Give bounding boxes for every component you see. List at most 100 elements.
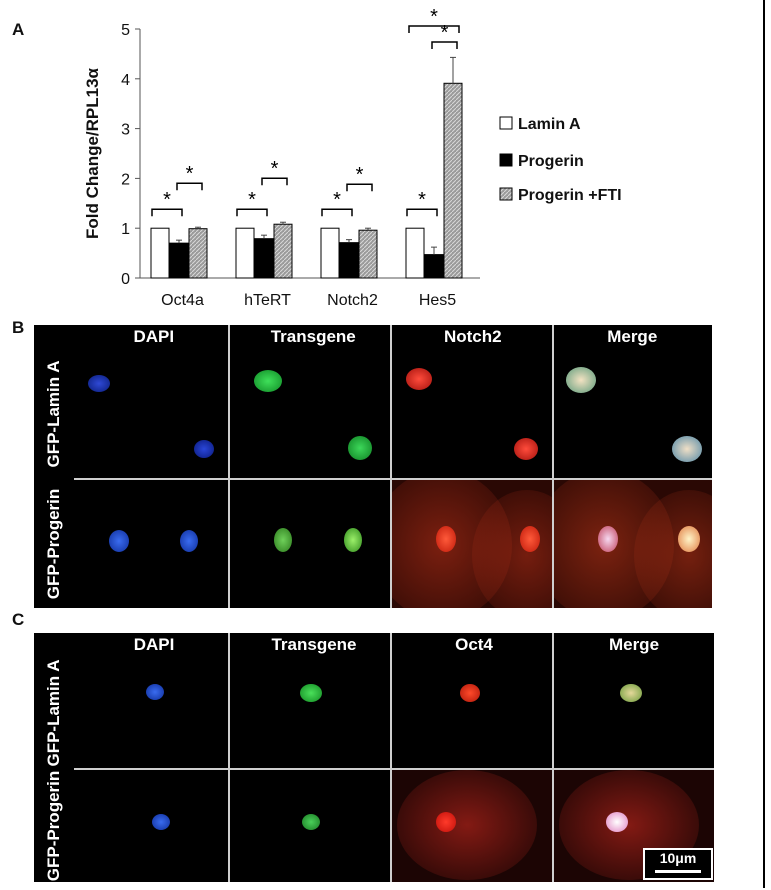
nucleus	[152, 814, 170, 830]
bar	[169, 242, 189, 279]
legend-swatch	[499, 153, 513, 167]
legend-label: Progerin	[518, 153, 584, 170]
significance-bracket	[406, 208, 438, 217]
bar	[405, 227, 425, 279]
nucleus	[406, 368, 432, 390]
scale-bar-line	[655, 870, 701, 873]
y-tick-label: 0	[121, 271, 130, 288]
scale-bar: 10μm	[643, 848, 713, 880]
image-merge: 10μm	[554, 770, 714, 882]
panel-b-microscopy: DAPI Transgene Notch2 Merge GFP-Lamin A …	[34, 325, 712, 608]
nucleus	[300, 684, 322, 702]
column-header-notch2: Notch2	[443, 327, 502, 346]
nucleus	[344, 528, 362, 552]
column-header-dapi: DAPI	[133, 327, 175, 346]
category-label: Hes5	[419, 292, 456, 309]
image-oct4	[392, 770, 552, 882]
bar	[339, 242, 359, 279]
bar	[150, 227, 170, 279]
significance-bracket	[176, 182, 203, 191]
significance-marker: *	[271, 158, 279, 180]
row-gfp-lamin-a: GFP-Lamin A	[34, 658, 714, 768]
nucleus	[514, 438, 538, 460]
significance-bracket	[261, 177, 288, 186]
nucleus	[460, 684, 480, 702]
panel-b-column-headers: DAPI Transgene Notch2 Merge	[74, 325, 712, 349]
bar	[320, 227, 340, 279]
significance-bracket	[236, 208, 268, 217]
nucleus	[672, 436, 702, 462]
nucleus	[146, 684, 164, 700]
legend-label: Lamin A	[518, 116, 581, 133]
figure-border-line	[763, 0, 765, 888]
image-dapi	[76, 770, 228, 882]
bar	[273, 223, 293, 279]
column-header-merge: Merge	[607, 327, 658, 346]
row-label: GFP-Progerin	[44, 770, 63, 882]
bar	[443, 82, 463, 279]
y-tick-label: 5	[121, 22, 130, 39]
panel-c-microscopy: DAPI Transgene Oct4 Merge GFP-Lamin A GF…	[34, 633, 714, 882]
legend-swatch	[499, 187, 513, 201]
nucleus	[274, 528, 292, 552]
legend-label: Progerin +FTI	[518, 187, 622, 204]
legend-swatch	[499, 116, 513, 130]
significance-marker: *	[441, 22, 449, 44]
nucleus	[620, 684, 642, 702]
significance-marker: *	[163, 189, 171, 211]
grid-divider	[552, 325, 554, 608]
bar	[254, 238, 274, 279]
nucleus	[606, 812, 628, 832]
nucleus	[194, 440, 214, 458]
column-header-transgene: Transgene	[271, 635, 357, 654]
nucleus	[436, 812, 456, 832]
y-tick-label: 3	[121, 122, 130, 139]
panel-c-column-headers: DAPI Transgene Oct4 Merge	[74, 633, 714, 657]
image-transgene	[230, 480, 390, 608]
column-header-oct4: Oct4	[455, 635, 493, 654]
nucleus	[598, 526, 618, 552]
category-label: Notch2	[327, 292, 378, 309]
significance-bracket	[321, 208, 353, 217]
category-label: Oct4a	[161, 292, 204, 309]
panel-label-b: B	[12, 318, 25, 337]
image-transgene	[230, 770, 390, 882]
nucleus	[88, 375, 110, 392]
y-tick-label: 4	[121, 72, 130, 89]
significance-marker: *	[333, 189, 341, 211]
grid-divider	[552, 633, 554, 882]
bar	[188, 228, 208, 279]
image-oct4	[392, 658, 552, 768]
bar	[235, 227, 255, 279]
image-dapi	[76, 658, 228, 768]
significance-bracket	[408, 25, 460, 33]
significance-bracket	[151, 208, 183, 217]
column-header-dapi: DAPI	[133, 635, 175, 654]
image-merge	[554, 480, 712, 608]
image-transgene	[230, 350, 390, 478]
y-tick-label: 2	[121, 171, 130, 188]
nucleus	[566, 367, 596, 393]
nucleus	[109, 530, 129, 552]
significance-marker: *	[186, 163, 194, 185]
row-label: GFP-Progerin	[44, 488, 63, 600]
row-label: GFP-Lamin A	[44, 659, 63, 767]
grid-divider	[228, 325, 230, 608]
grid-divider	[228, 633, 230, 882]
category-label: hTeRT	[244, 292, 291, 309]
nucleus	[254, 370, 282, 392]
significance-bracket	[431, 41, 458, 49]
image-dapi	[76, 350, 228, 478]
bar	[358, 229, 378, 279]
row-gfp-progerin: GFP-Progerin	[34, 480, 712, 608]
row-label: GFP-Lamin A	[44, 360, 63, 468]
bar	[424, 254, 444, 279]
significance-marker: *	[356, 164, 364, 186]
image-merge	[554, 350, 712, 478]
grid-divider	[74, 478, 712, 480]
y-axis-label: Fold Change/RPL13α	[83, 67, 102, 239]
nucleus	[678, 526, 700, 552]
significance-marker: *	[430, 6, 438, 28]
image-merge	[554, 658, 714, 768]
